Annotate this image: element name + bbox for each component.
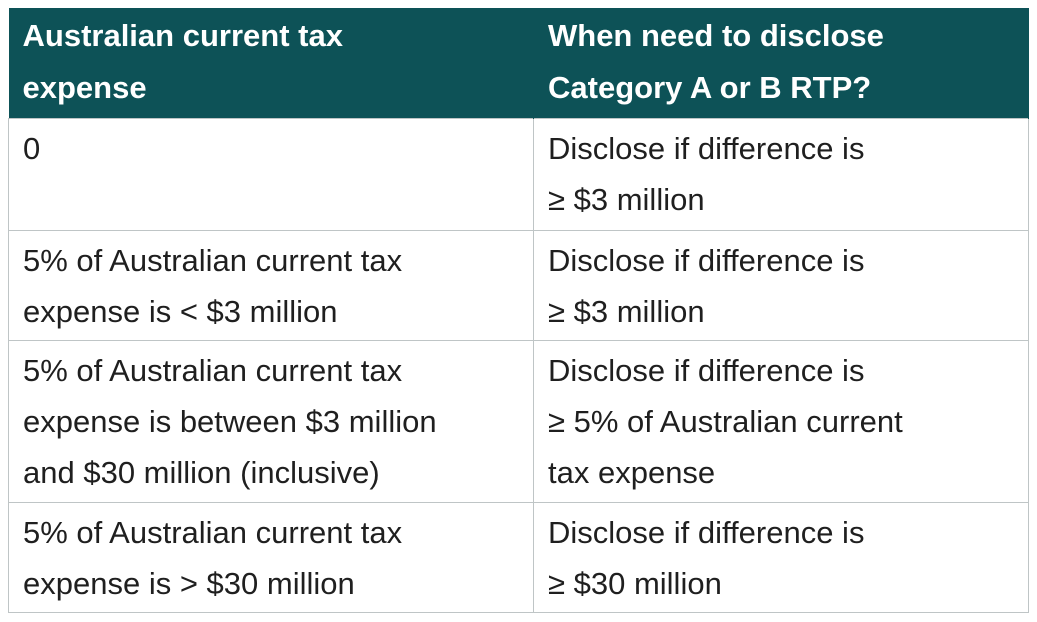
disclosure-cell: Disclose if difference is ≥ 5% of Austra… xyxy=(533,340,1029,503)
header-disclosure-condition: When need to disclose Category A or B RT… xyxy=(533,8,1029,119)
table-row: 5% of Australian current tax expense is … xyxy=(8,502,1029,613)
header-tax-expense: Australian current tax expense xyxy=(8,8,534,119)
disclosure-cell: Disclose if difference is ≥ $3 million xyxy=(533,118,1029,231)
table-row: 5% of Australian current tax expense is … xyxy=(8,230,1029,341)
tax-expense-cell: 5% of Australian current tax expense is … xyxy=(8,340,534,503)
tax-expense-cell: 0 xyxy=(8,118,534,231)
disclosure-cell: Disclose if difference is ≥ $30 million xyxy=(533,502,1029,613)
tax-expense-cell: 5% of Australian current tax expense is … xyxy=(8,230,534,341)
header-row: Australian current tax expense When need… xyxy=(8,8,1029,119)
disclosure-threshold-table: Australian current tax expense When need… xyxy=(8,8,1029,613)
table-row: 0 Disclose if difference is ≥ $3 million xyxy=(8,118,1029,231)
tax-expense-cell: 5% of Australian current tax expense is … xyxy=(8,502,534,613)
table-body: 0 Disclose if difference is ≥ $3 million… xyxy=(8,118,1029,613)
table-row: 5% of Australian current tax expense is … xyxy=(8,340,1029,503)
table-header: Australian current tax expense When need… xyxy=(8,8,1029,119)
disclosure-cell: Disclose if difference is ≥ $3 million xyxy=(533,230,1029,341)
